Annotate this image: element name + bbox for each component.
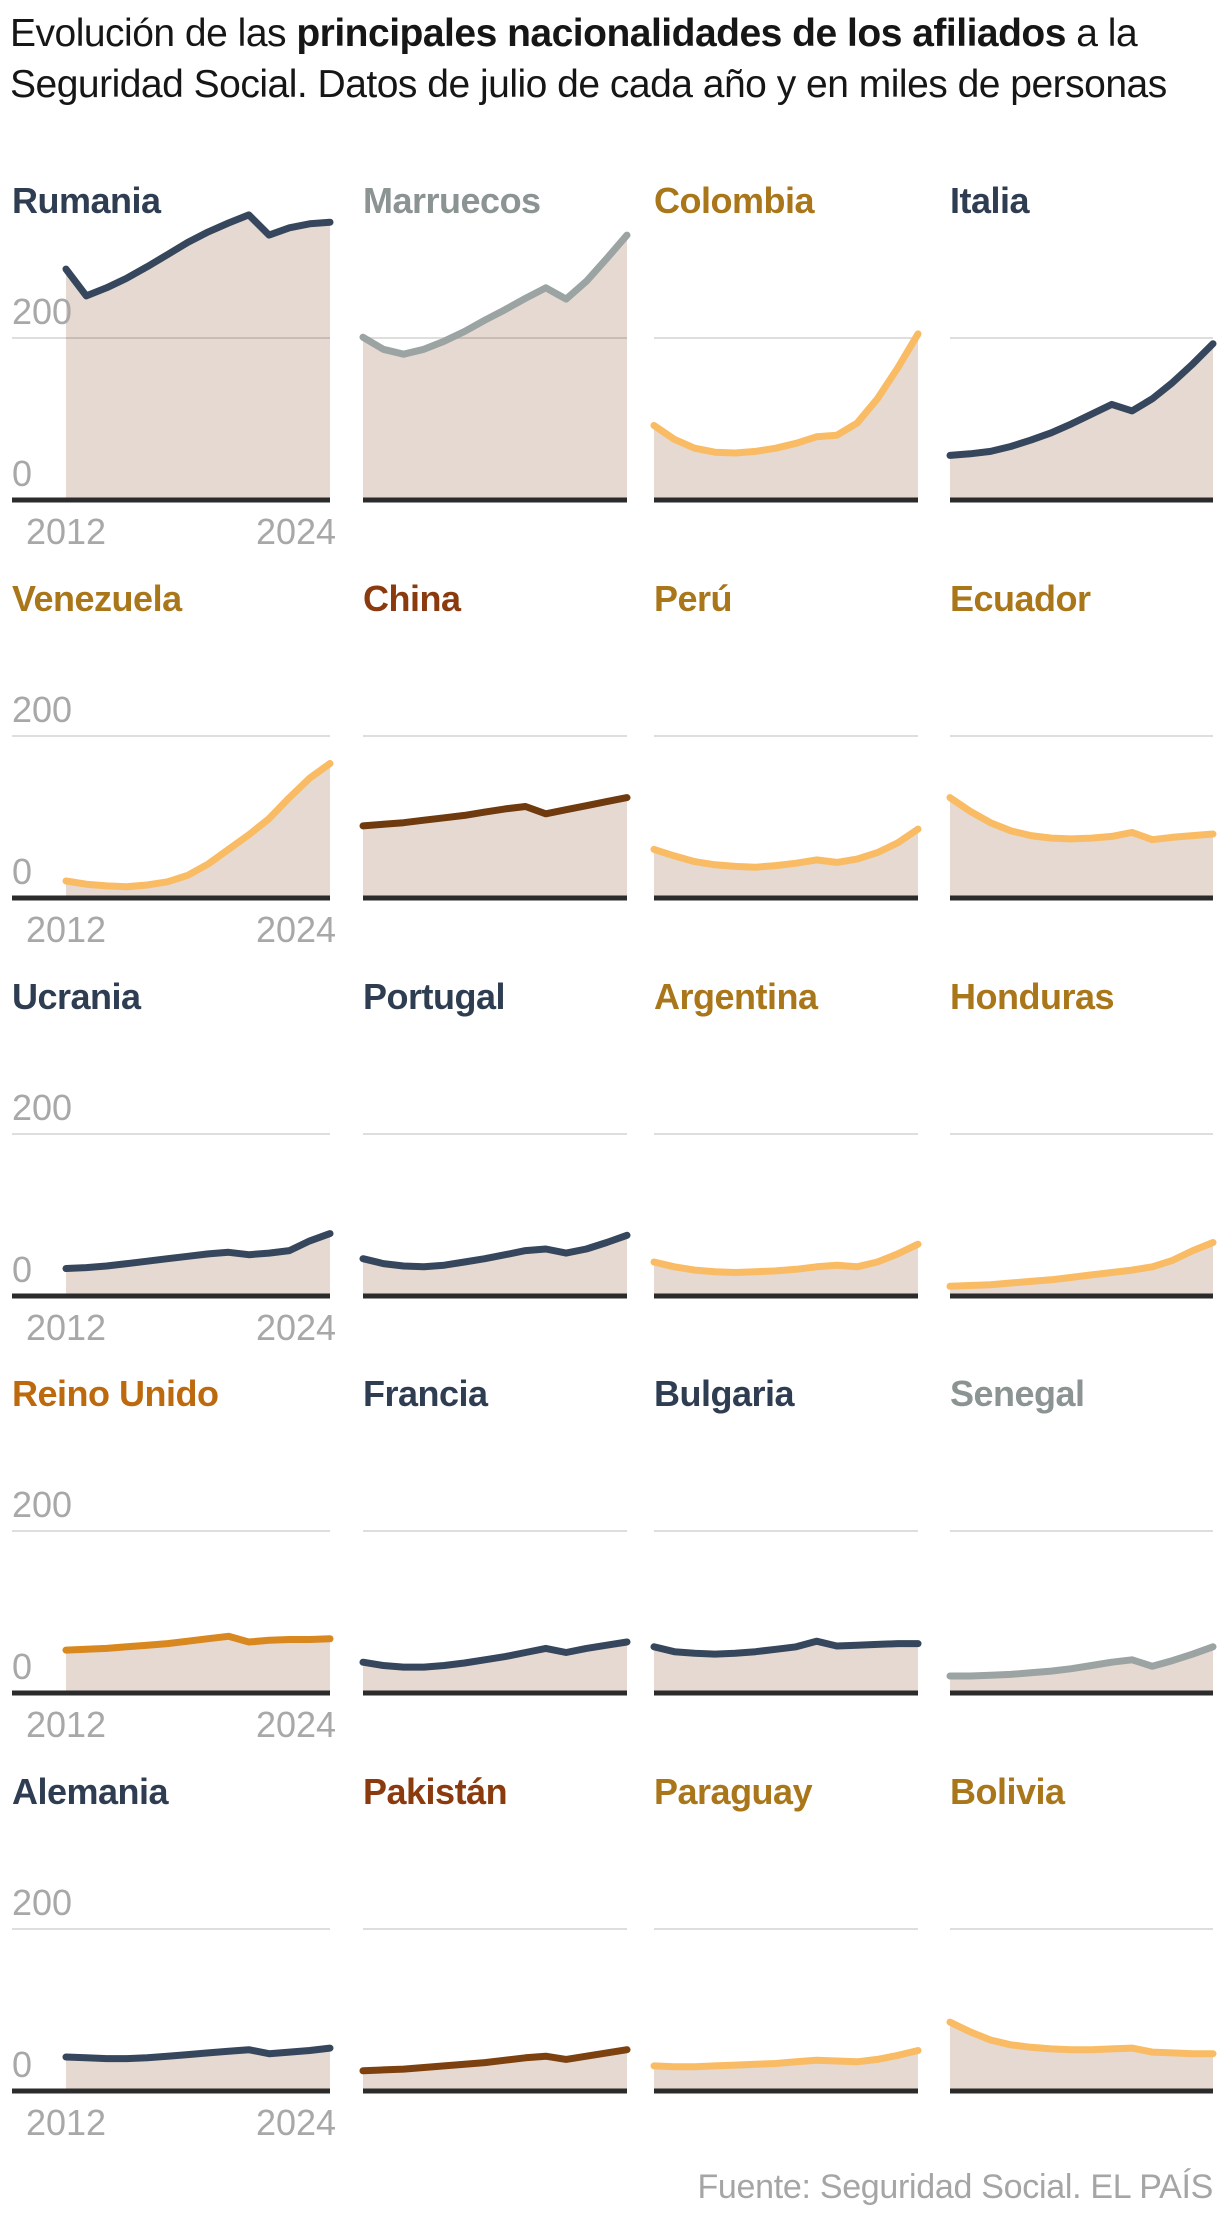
x-axis-label-2012: 2012: [25, 909, 107, 950]
area-chart-portugal: [359, 1133, 631, 1299]
source-credit: Fuente: Seguridad Social. EL PAÍS: [697, 2168, 1213, 2206]
chart-title-venezuela: Venezuela: [12, 578, 182, 619]
area-chart-marruecos: [359, 231, 631, 503]
x-axis-label-2012: 2012: [25, 1307, 107, 1348]
data-line: [946, 1643, 1217, 1680]
area-chart-reino-unido: [12, 1530, 334, 1696]
chart-title-marruecos: Marruecos: [363, 180, 541, 221]
area-chart-rumania: [12, 211, 334, 503]
y-axis-label-200: 200: [12, 1882, 73, 1923]
data-line: [359, 1638, 631, 1671]
area-chart-honduras: [946, 1133, 1217, 1299]
data-line: [62, 1632, 334, 1654]
y-axis-label-200: 200: [12, 689, 73, 730]
y-axis-label-0: 0: [12, 2044, 33, 2085]
chart-title-senegal: Senegal: [950, 1373, 1085, 1414]
area-fill: [654, 2050, 918, 2091]
chart-title-paraguay: Paraguay: [654, 1771, 813, 1812]
data-line: [359, 2046, 631, 2075]
data-line: [650, 1240, 922, 1276]
title-prefix: Evolución de las: [10, 12, 297, 55]
x-axis-label-2024: 2024: [255, 2102, 337, 2143]
data-line: [650, 330, 922, 457]
data-line: [359, 1231, 631, 1271]
data-line: [359, 794, 631, 830]
x-axis-label-2024: 2024: [255, 1307, 337, 1348]
area-chart-argentina: [650, 1133, 922, 1299]
chart-title-italia: Italia: [950, 180, 1030, 221]
chart-title-bulgaria: Bulgaria: [654, 1373, 795, 1414]
area-chart-perú: [650, 735, 922, 901]
page-title: Evolución de las principales nacionalida…: [10, 8, 1200, 111]
area-chart-bulgaria: [650, 1530, 922, 1696]
area-fill: [950, 797, 1213, 898]
area-chart-venezuela: [12, 735, 334, 901]
x-axis-label-2024: 2024: [255, 511, 337, 552]
area-chart-ecuador: [946, 735, 1217, 901]
chart-title-ecuador: Ecuador: [950, 578, 1091, 619]
data-line: [62, 760, 334, 891]
area-chart-colombia: [650, 330, 922, 503]
chart-title-colombia: Colombia: [654, 180, 815, 221]
area-chart-ucrania: [12, 1133, 334, 1299]
data-line: [650, 2047, 922, 2071]
chart-title-perú: Perú: [654, 578, 733, 619]
y-axis-label-0: 0: [12, 453, 33, 494]
chart-title-bolivia: Bolivia: [950, 1771, 1065, 1812]
area-chart-china: [359, 735, 631, 901]
area-chart-senegal: [946, 1530, 1217, 1696]
data-line: [650, 1637, 922, 1658]
area-chart-francia: [359, 1530, 631, 1696]
chart-title-portugal: Portugal: [363, 976, 506, 1017]
data-line: [946, 1239, 1217, 1290]
chart-title-pakistán: Pakistán: [363, 1771, 508, 1812]
y-axis-label-0: 0: [12, 1249, 33, 1290]
y-axis-label-200: 200: [12, 1484, 73, 1525]
area-chart-alemania: [12, 1928, 334, 2094]
chart-title-honduras: Honduras: [950, 976, 1115, 1017]
chart-title-reino-unido: Reino Unido: [12, 1373, 219, 1414]
title-suffix: a la Seguridad Social. Datos de julio de…: [10, 12, 1167, 107]
data-line: [62, 2044, 334, 2063]
y-axis-label-200: 200: [12, 1087, 73, 1128]
chart-title-argentina: Argentina: [654, 976, 818, 1017]
data-line: [946, 340, 1217, 459]
y-axis-label-0: 0: [12, 1646, 33, 1687]
chart-title-francia: Francia: [363, 1373, 488, 1414]
data-line: [62, 211, 334, 300]
area-chart-italia: [946, 337, 1217, 503]
x-axis-label-2012: 2012: [25, 511, 107, 552]
x-axis-label-2012: 2012: [25, 1704, 107, 1745]
x-axis-label-2024: 2024: [255, 909, 337, 950]
data-line: [946, 794, 1217, 844]
x-axis-label-2024: 2024: [255, 1704, 337, 1745]
area-fill: [654, 829, 918, 898]
area-fill: [654, 1244, 918, 1296]
area-fill: [66, 763, 330, 898]
chart-title-china: China: [363, 578, 461, 619]
area-fill: [654, 333, 918, 500]
title-bold: principales nacionalidades de los afilia…: [296, 12, 1066, 55]
chart-title-rumania: Rumania: [12, 180, 161, 221]
data-line: [359, 231, 631, 358]
area-chart-paraguay: [650, 1928, 922, 2094]
area-fill: [66, 214, 330, 500]
area-fill: [363, 235, 627, 500]
area-fill: [950, 2022, 1213, 2091]
data-line: [650, 825, 922, 871]
y-axis-label-0: 0: [12, 851, 33, 892]
chart-title-alemania: Alemania: [12, 1771, 169, 1812]
x-axis-label-2012: 2012: [25, 2102, 107, 2143]
area-fill: [66, 1233, 330, 1296]
area-fill: [66, 1636, 330, 1693]
chart-title-ucrania: Ucrania: [12, 976, 141, 1017]
area-fill: [363, 1235, 627, 1296]
area-chart-pakistán: [359, 1928, 631, 2094]
data-line: [946, 2018, 1217, 2058]
data-line: [62, 1230, 334, 1272]
y-axis-label-200: 200: [12, 291, 73, 332]
area-chart-bolivia: [946, 1928, 1217, 2094]
